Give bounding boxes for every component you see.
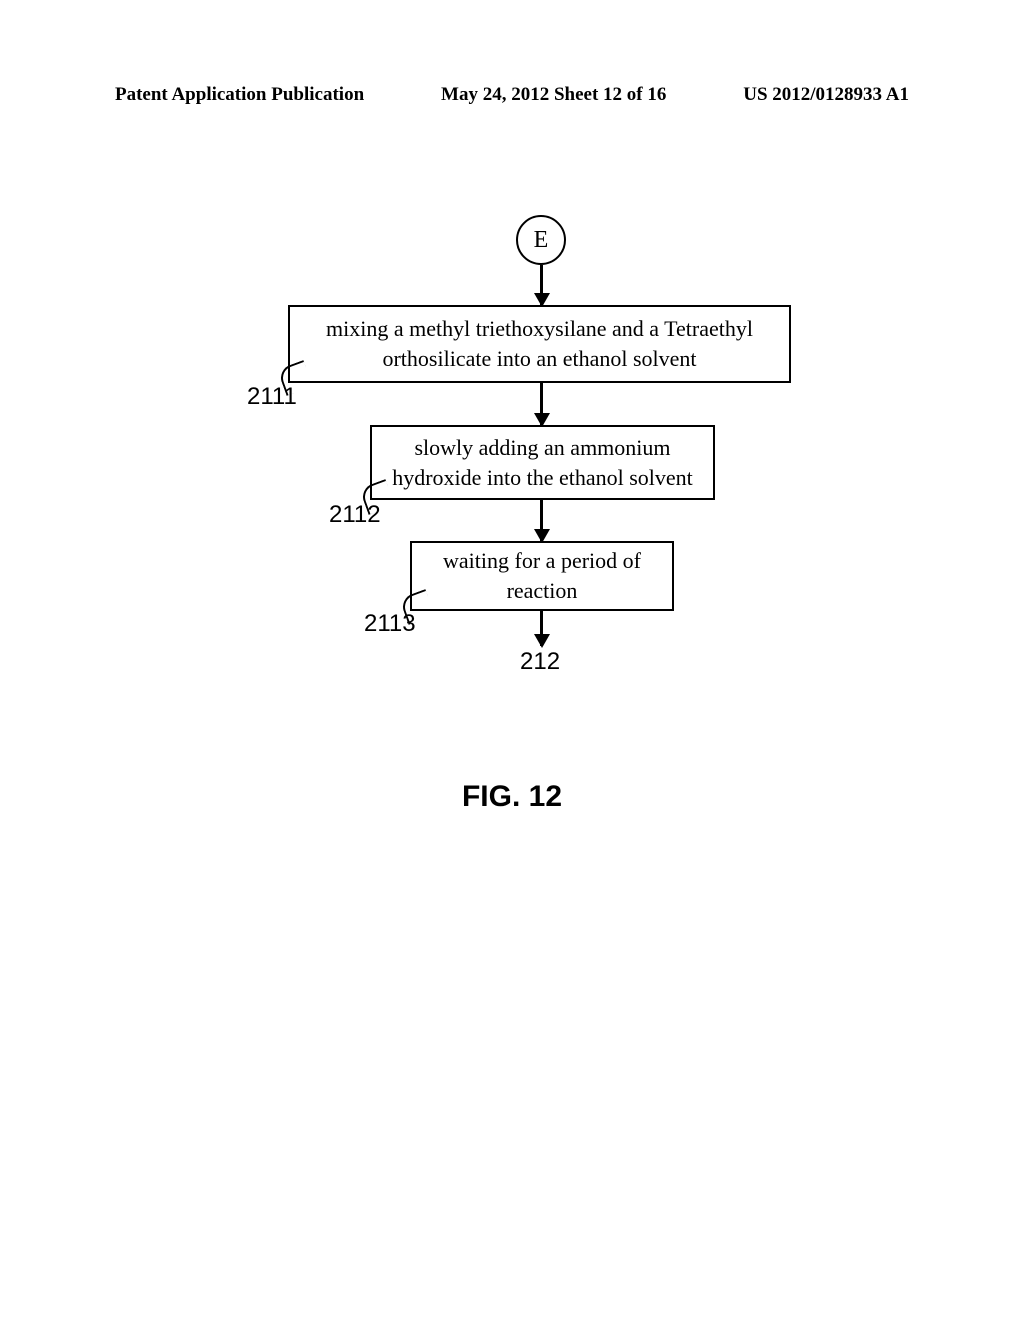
start-node: E (516, 215, 566, 265)
flowchart: E mixing a methyl triethoxysilane and a … (0, 215, 1024, 815)
header-right: US 2012/0128933 A1 (743, 84, 909, 106)
figure-label: FIG. 12 (0, 780, 1024, 814)
process-box-2113: waiting for a period of reaction (410, 541, 674, 611)
arrow-down-icon (534, 634, 550, 648)
end-ref-212: 212 (520, 648, 560, 676)
ref-label-2111: 2111 (247, 383, 297, 411)
box-text: waiting for a period of reaction (426, 546, 658, 605)
start-label: E (534, 227, 549, 254)
ref-label-2112: 2112 (329, 501, 381, 529)
process-box-2112: slowly adding an ammonium hydroxide into… (370, 425, 715, 500)
box-text: slowly adding an ammonium hydroxide into… (386, 433, 699, 492)
ref-label-2113: 2113 (364, 610, 416, 638)
box-text: mixing a methyl triethoxysilane and a Te… (304, 314, 775, 373)
header-center: May 24, 2012 Sheet 12 of 16 (441, 84, 666, 106)
header-left: Patent Application Publication (115, 84, 364, 106)
page-header: Patent Application Publication May 24, 2… (0, 84, 1024, 106)
process-box-2111: mixing a methyl triethoxysilane and a Te… (288, 305, 791, 383)
